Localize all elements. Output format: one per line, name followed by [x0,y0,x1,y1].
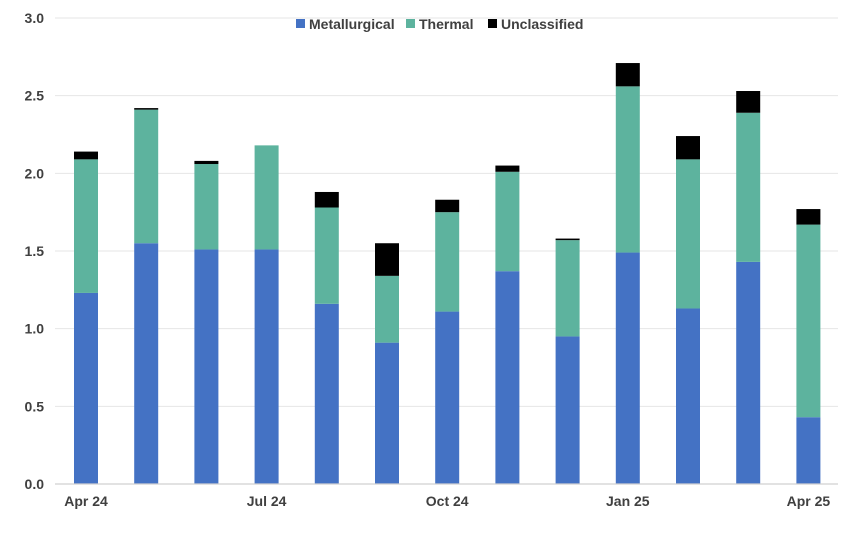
bar-segment-thermal [314,207,339,304]
bar-segment-metallurgical [194,249,219,484]
bar-segment-metallurgical [314,303,339,484]
bar-segment-thermal [796,224,821,418]
bar-stack [796,209,821,484]
legend-swatch [488,19,497,28]
legend-label: Metallurgical [309,16,395,32]
legend-label: Thermal [419,16,473,32]
bar-segment-unclassified [796,209,821,225]
bar-segment-metallurgical [495,271,520,484]
bar-segment-unclassified [74,151,98,160]
bar-segment-thermal [254,145,279,250]
bar-segment-thermal [615,86,640,253]
bar-segment-unclassified [495,165,520,172]
bar-segment-metallurgical [74,292,98,484]
x-axis: Apr 24 Jul 24 Oct 24 Jan 25 Apr 25 [55,483,838,509]
bar-segment-metallurgical [615,252,640,484]
bar-segment-metallurgical [676,308,700,484]
y-tick-label: 3.0 [25,10,45,26]
bar-segment-thermal [134,109,159,244]
bar-stack [615,63,640,484]
x-tick-label: Apr 24 [64,493,108,509]
bar-stack [676,136,700,484]
bar-segment-unclassified [134,108,159,110]
bar-segment-thermal [375,275,399,343]
bar-segment-metallurgical [796,417,821,484]
bar-stack [435,199,460,484]
bar-stack [194,160,219,484]
bar-segment-metallurgical [375,342,399,484]
bar-stack [254,145,279,484]
legend-item-unclassified: Unclassified [488,16,583,32]
bar-stack [736,91,761,484]
bar-segment-thermal [74,159,98,293]
legend-label: Unclassified [501,16,583,32]
legend-item-thermal: Thermal [406,16,473,32]
bar-segment-unclassified [615,63,640,87]
bar-segment-thermal [194,164,219,250]
y-tick-label: 1.0 [25,321,45,337]
bar-stack [375,243,399,484]
bar-segment-unclassified [314,191,339,208]
legend-swatch [406,19,415,28]
legend: Metallurgical Thermal Unclassified [296,16,583,32]
x-tick-label: Apr 25 [787,493,831,509]
y-tick-label: 2.5 [25,88,45,104]
bar-segment-thermal [736,112,761,262]
bar-segment-unclassified [435,199,460,213]
bar-stack [74,151,98,484]
bars [74,63,821,484]
bar-segment-unclassified [676,136,700,160]
bar-segment-metallurgical [435,311,460,484]
bar-segment-thermal [555,240,580,337]
y-tick-label: 2.0 [25,165,45,181]
bar-segment-thermal [435,212,460,312]
x-tick-label: Oct 24 [426,493,469,509]
bar-stack [495,165,520,484]
bar-stack [314,191,339,484]
y-axis: 0.0 0.5 1.0 1.5 2.0 2.5 3.0 [25,10,45,492]
bar-segment-thermal [676,159,700,309]
legend-item-metallurgical: Metallurgical [296,16,395,32]
x-tick-label: Jul 24 [247,493,287,509]
x-tick-label: Jan 25 [606,493,650,509]
bar-segment-metallurgical [736,261,761,484]
y-tick-label: 0.0 [25,476,45,492]
bar-segment-metallurgical [555,336,580,484]
bar-stack [134,108,159,484]
bar-stack [555,238,580,484]
y-tick-label: 1.5 [25,243,45,259]
bar-segment-unclassified [555,238,580,241]
y-tick-label: 0.5 [25,398,45,414]
bar-segment-metallurgical [134,243,159,484]
bar-segment-thermal [495,171,520,272]
bar-segment-unclassified [194,160,219,165]
bar-segment-unclassified [375,243,399,276]
legend-swatch [296,19,305,28]
bar-segment-metallurgical [254,249,279,484]
bar-segment-unclassified [736,91,761,113]
